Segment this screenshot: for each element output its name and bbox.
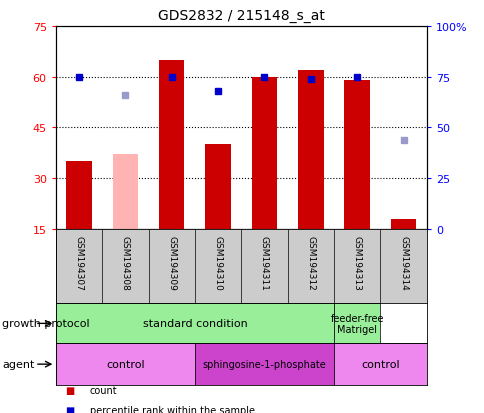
Bar [333, 304, 379, 344]
Bar [112, 155, 138, 229]
Bar [390, 219, 415, 229]
Text: control: control [106, 359, 144, 369]
Text: feeder-free
Matrigel: feeder-free Matrigel [330, 313, 383, 335]
Bar [251, 77, 277, 229]
Text: GSM194314: GSM194314 [398, 235, 407, 290]
Bar [195, 344, 333, 385]
Text: GSM194307: GSM194307 [75, 235, 83, 290]
Bar [56, 304, 333, 344]
Text: GSM194308: GSM194308 [121, 235, 130, 290]
Title: GDS2832 / 215148_s_at: GDS2832 / 215148_s_at [157, 9, 324, 23]
Bar [298, 71, 323, 229]
Text: GSM194310: GSM194310 [213, 235, 222, 290]
Text: GSM194312: GSM194312 [306, 235, 315, 290]
Bar [159, 61, 184, 229]
Text: GSM194313: GSM194313 [352, 235, 361, 290]
Text: sphingosine-1-phosphate: sphingosine-1-phosphate [202, 359, 326, 369]
Text: count: count [90, 385, 117, 395]
Text: ■: ■ [65, 405, 75, 413]
Bar [344, 81, 369, 229]
Text: GSM194309: GSM194309 [167, 235, 176, 290]
Bar [205, 145, 230, 229]
Text: standard condition: standard condition [142, 318, 247, 329]
Text: ■: ■ [65, 385, 75, 395]
Text: percentile rank within the sample: percentile rank within the sample [90, 405, 254, 413]
Text: control: control [361, 359, 399, 369]
Bar [333, 344, 426, 385]
Text: GSM194311: GSM194311 [259, 235, 269, 290]
Bar [66, 162, 91, 229]
Bar [56, 344, 195, 385]
Text: agent: agent [2, 359, 35, 369]
Text: growth protocol: growth protocol [2, 318, 90, 329]
